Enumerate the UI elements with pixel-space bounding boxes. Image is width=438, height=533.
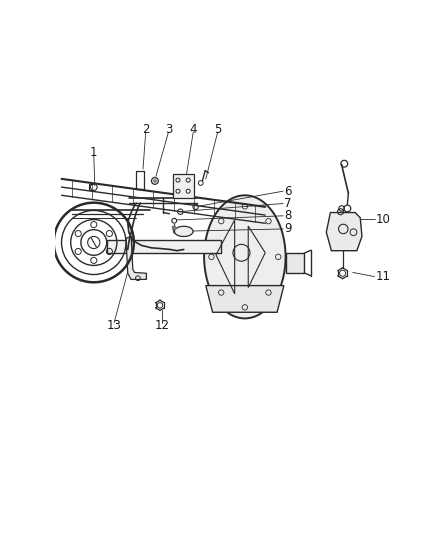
Text: 3: 3 bbox=[165, 123, 172, 136]
Text: 7: 7 bbox=[284, 197, 291, 210]
FancyBboxPatch shape bbox=[173, 174, 194, 198]
Text: 10: 10 bbox=[375, 213, 390, 225]
Text: 1: 1 bbox=[90, 146, 98, 159]
FancyBboxPatch shape bbox=[107, 240, 221, 253]
Polygon shape bbox=[206, 286, 284, 312]
FancyBboxPatch shape bbox=[286, 253, 304, 273]
Text: 11: 11 bbox=[375, 270, 391, 283]
Ellipse shape bbox=[173, 227, 176, 230]
Polygon shape bbox=[126, 236, 146, 279]
Text: 6: 6 bbox=[284, 185, 291, 198]
Text: 8: 8 bbox=[284, 209, 291, 222]
Polygon shape bbox=[326, 213, 362, 251]
Text: 5: 5 bbox=[214, 123, 221, 136]
Ellipse shape bbox=[204, 195, 286, 318]
Ellipse shape bbox=[153, 179, 156, 183]
Ellipse shape bbox=[174, 227, 193, 237]
Text: 12: 12 bbox=[154, 319, 169, 332]
Text: 2: 2 bbox=[142, 123, 149, 136]
Text: 4: 4 bbox=[190, 123, 197, 136]
Text: 9: 9 bbox=[284, 222, 291, 236]
Text: 13: 13 bbox=[107, 319, 122, 332]
